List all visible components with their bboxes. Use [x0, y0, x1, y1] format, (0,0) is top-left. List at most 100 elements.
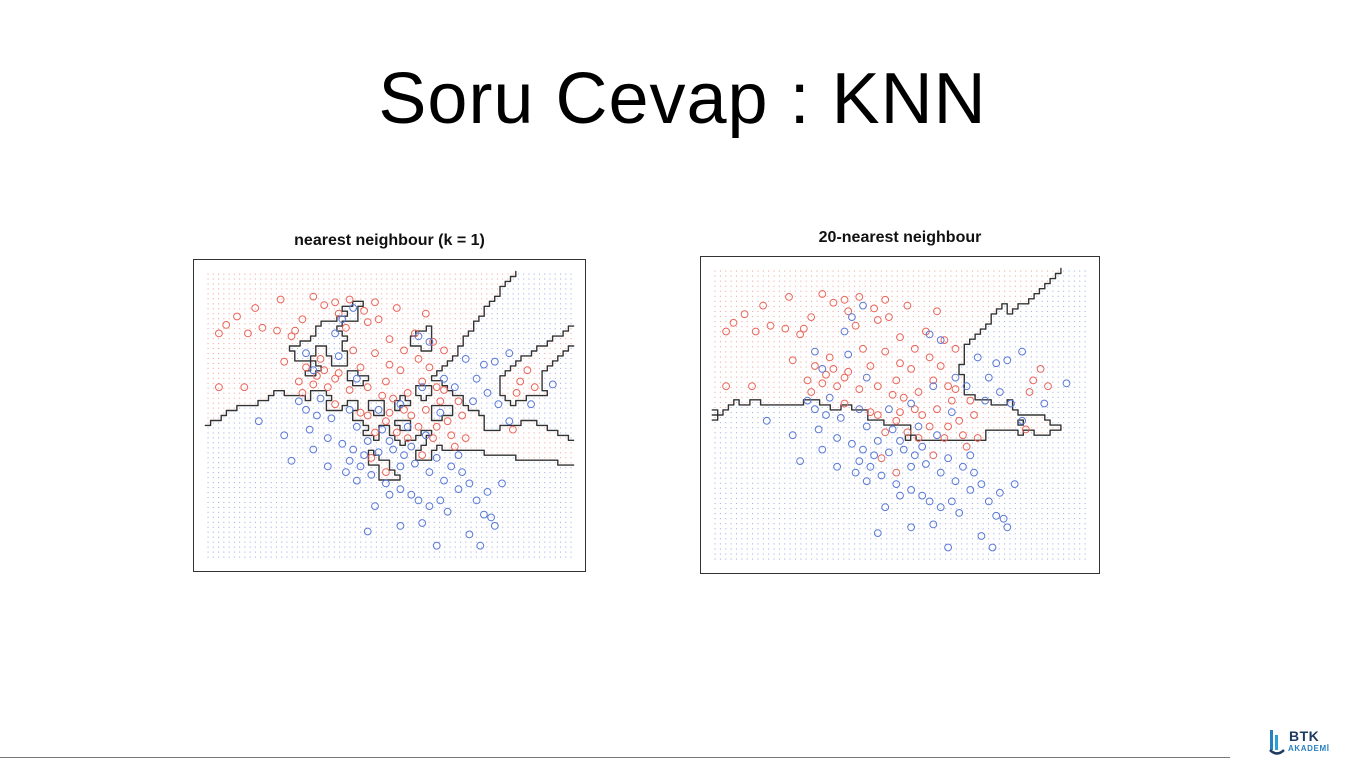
point-red — [751, 327, 760, 336]
point-red — [509, 425, 517, 434]
point-red — [910, 405, 919, 414]
point-blue — [345, 405, 354, 414]
point-red — [914, 434, 923, 442]
point-blue — [421, 431, 430, 440]
point-blue — [910, 451, 919, 460]
point-blue — [385, 437, 394, 445]
point-blue — [287, 456, 296, 465]
point-red — [302, 363, 310, 372]
point-blue — [349, 445, 358, 454]
point-blue — [443, 507, 452, 516]
point-blue — [490, 357, 499, 366]
point-blue — [371, 502, 379, 511]
point-red — [959, 431, 967, 440]
point-blue — [345, 456, 354, 465]
point-red — [722, 327, 731, 336]
point-blue — [327, 414, 336, 423]
point-red — [970, 411, 978, 419]
point-blue — [352, 476, 361, 485]
point-blue — [465, 479, 474, 488]
point-red — [349, 346, 358, 355]
point-blue — [888, 425, 897, 434]
point-red — [892, 468, 901, 477]
point-red — [807, 313, 816, 321]
point-blue — [414, 332, 423, 341]
point-red — [896, 408, 904, 417]
point-blue — [996, 488, 1004, 497]
point-blue — [959, 462, 967, 471]
point-red — [944, 422, 953, 431]
point-blue — [374, 448, 383, 457]
point-red — [382, 377, 390, 386]
point-red — [331, 374, 340, 383]
point-blue — [947, 408, 956, 417]
point-red — [363, 318, 372, 326]
point-blue — [822, 411, 830, 419]
point-blue — [984, 373, 993, 382]
point-blue — [977, 532, 986, 540]
decision-boundary — [711, 267, 1062, 441]
point-red — [914, 388, 923, 396]
point-blue — [848, 439, 856, 448]
point-red — [833, 382, 842, 391]
point-red — [421, 309, 430, 318]
point-blue — [407, 442, 416, 451]
point-blue — [1040, 399, 1049, 408]
point-blue — [418, 383, 427, 392]
point-blue — [472, 374, 481, 383]
point-red — [799, 324, 808, 333]
point-red — [925, 353, 934, 362]
point-blue — [873, 437, 882, 445]
btk-akademi-logo: BTK AKADEMİ — [1268, 724, 1350, 760]
point-red — [781, 324, 790, 333]
point-red — [807, 388, 816, 396]
point-blue — [811, 405, 819, 414]
point-red — [516, 377, 525, 386]
point-blue — [498, 479, 506, 488]
point-blue — [966, 451, 975, 460]
point-blue — [833, 434, 842, 442]
point-blue — [349, 304, 358, 312]
point-blue — [407, 490, 416, 499]
point-blue — [465, 530, 474, 539]
point-red — [855, 385, 864, 394]
point-red — [432, 422, 441, 431]
point-blue — [1018, 416, 1027, 425]
point-blue — [925, 330, 934, 339]
point-blue — [859, 445, 867, 454]
point-blue — [480, 510, 488, 519]
point-red — [436, 397, 445, 406]
k1-plot-svg — [204, 270, 575, 558]
point-red — [844, 367, 853, 376]
point-blue — [425, 468, 434, 477]
point-red — [309, 292, 318, 301]
point-red — [374, 315, 383, 324]
point-blue — [873, 529, 882, 538]
point-red — [276, 295, 285, 304]
btk-logo-icon — [1269, 730, 1285, 755]
point-blue — [944, 543, 953, 552]
point-red — [382, 468, 390, 477]
point-blue — [762, 416, 771, 425]
point-blue — [848, 313, 856, 321]
point-red — [244, 329, 252, 338]
point-red — [892, 376, 901, 385]
point-red — [729, 318, 738, 327]
k20-plot-svg — [711, 267, 1086, 560]
point-red — [233, 312, 241, 321]
point-red — [866, 362, 875, 370]
point-red — [951, 344, 960, 353]
point-red — [903, 301, 912, 310]
point-red — [955, 416, 964, 425]
point-blue — [844, 350, 853, 359]
point-blue — [469, 397, 477, 406]
point-blue — [966, 486, 975, 494]
point-red — [334, 309, 343, 318]
point-blue — [907, 523, 916, 532]
point-red — [320, 301, 329, 309]
knn-k20-panel: 20-nearest neighbour — [700, 229, 1100, 575]
point-red — [345, 295, 354, 304]
point-blue — [984, 497, 993, 506]
point-blue — [425, 338, 434, 346]
k1-plot-title: nearest neighbour (k = 1) — [294, 232, 485, 249]
